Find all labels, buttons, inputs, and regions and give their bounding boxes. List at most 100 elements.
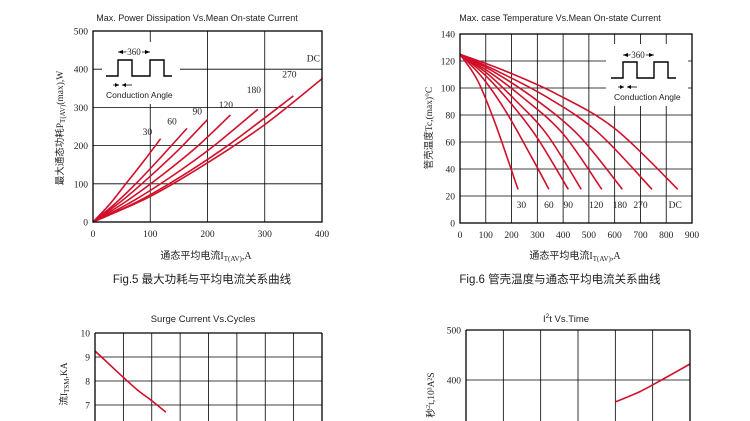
fig6-x-tick-label: 900 xyxy=(685,231,700,241)
fig6-x-tick-label: 400 xyxy=(556,231,571,241)
fig5-series-line-90 xyxy=(92,119,209,223)
fig6-x-tick-label: 100 xyxy=(479,231,494,241)
fig6-series-label: DC xyxy=(669,201,682,211)
fig5-series-label: 60 xyxy=(167,118,177,128)
fig6-x-tick-labels: 0 100 200 300 400 500 600 700 800 900 xyxy=(458,231,700,241)
fig6-y-tick-label: 20 xyxy=(446,193,456,203)
fig6-series-label: 30 xyxy=(517,201,527,211)
fig6-y-tick-label: 60 xyxy=(446,139,456,149)
fig6-title: Max. case Temperature Vs.Mean On-state C… xyxy=(459,13,661,23)
fig6-y-tick-label: 100 xyxy=(441,85,456,95)
i2t-chart: I2t Vs.Time 400 500 秒2t,10³A²S xyxy=(425,313,691,421)
fig5-title: Max. Power Dissipation Vs.Mean On-state … xyxy=(96,13,298,23)
surge-current-chart: Surge Current Vs.Cycles 7 8 9 10 流ITSM,KA xyxy=(58,314,323,421)
fig6-series-line-extra-7 xyxy=(459,53,679,190)
fig5-conduction-angle-inset: 360 Conduction Angle xyxy=(102,42,180,104)
fig6-series-line-90 xyxy=(459,53,569,190)
power-dissipation-chart: Max. Power Dissipation Vs.Mean On-state … xyxy=(54,13,329,286)
fig6-series-label: 60 xyxy=(544,201,554,211)
fig5-y-tick-label: 0 xyxy=(83,219,88,229)
fig5-caption: Fig.5 最大功耗与平均电流关系曲线 xyxy=(113,272,292,286)
fig6-series-label: 120 xyxy=(589,201,604,211)
fig5-x-tick-labels: 0 100 200 300 400 xyxy=(91,230,330,240)
fig6-y-tick-label: 140 xyxy=(441,31,456,41)
fig5-series-label: 120 xyxy=(219,101,234,111)
fig5-x-tick-label: 100 xyxy=(143,230,158,240)
fig5-series-line-180 xyxy=(92,108,259,223)
fig6-x-axis-label: 通态平均电流IT(AV),A xyxy=(529,249,621,263)
fig5-x-tick-label: 400 xyxy=(315,230,330,240)
fig5-x-tick-label: 300 xyxy=(258,230,273,240)
fig6-x-tick-label: 200 xyxy=(504,231,519,241)
fig7-grid xyxy=(95,332,322,421)
fig6-y-tick-label: 80 xyxy=(446,112,456,122)
fig5-series-labels: 30 60 90 120 180 270 DC xyxy=(143,55,320,138)
fig8-title: I2t Vs.Time xyxy=(543,313,589,325)
fig6-x-tick-label: 0 xyxy=(458,231,463,241)
fig5-series-label: 90 xyxy=(192,108,202,118)
fig5-series-label: 30 xyxy=(143,128,153,138)
fig5-series-line-120 xyxy=(92,114,231,223)
fig6-series-label: 270 xyxy=(633,201,648,211)
fig7-curves xyxy=(94,350,167,413)
fig5-y-axis-label: 最大通态功耗PT(AV)(max),W xyxy=(54,71,67,186)
fig6-x-tick-label: 300 xyxy=(530,231,545,241)
fig6-curves xyxy=(459,53,679,190)
fig8-grid xyxy=(466,329,690,421)
fig6-series-label: 180 xyxy=(613,201,628,211)
fig6-inset-caption: Conduction Angle xyxy=(614,92,681,102)
fig5-x-tick-label: 0 xyxy=(91,230,96,240)
fig7-y-axis-label: 流ITSM,KA xyxy=(58,362,71,405)
fig6-x-tick-label: 500 xyxy=(582,231,597,241)
fig5-x-axis-label: 通态平均电流IT(AV),A xyxy=(160,249,252,263)
fig6-y-tick-label: 0 xyxy=(450,220,455,230)
fig6-caption: Fig.6 管壳温度与通态平均电流关系曲线 xyxy=(459,272,661,286)
fig5-x-tick-label: 200 xyxy=(200,230,215,240)
fig5-series-label: 270 xyxy=(282,71,297,81)
fig6-conduction-angle-inset: 360 Conduction Angle xyxy=(606,44,688,106)
case-temperature-chart: Max. case Temperature Vs.Mean On-state C… xyxy=(423,13,699,286)
fig6-y-axis-label: 管壳温度Tc,(max)°C xyxy=(423,87,435,170)
fig6-series-line-dc xyxy=(459,53,653,190)
fig6-x-tick-label: 700 xyxy=(633,231,648,241)
fig5-curves xyxy=(92,78,323,223)
fig5-series-line-30 xyxy=(92,138,162,223)
fig5-y-tick-labels: 0 100 200 300 400 500 xyxy=(74,28,89,229)
fig7-y-tick-labels: 7 8 9 10 xyxy=(81,330,91,412)
fig6-series-line-270 xyxy=(459,53,624,190)
fig6-series-line-120 xyxy=(459,53,582,190)
fig6-y-tick-label: 40 xyxy=(446,166,456,176)
fig5-y-tick-label: 400 xyxy=(74,66,89,76)
fig5-series-line-dc xyxy=(92,78,323,223)
fig6-y-tick-labels: 0 20 40 60 80 100 120 140 xyxy=(441,31,456,230)
fig5-y-tick-label: 200 xyxy=(74,142,89,152)
fig8-y-tick-labels: 400 500 xyxy=(447,327,462,387)
fig7-y-tick-label: 8 xyxy=(85,378,90,388)
fig6-series-labels: 30 60 90 120 180 270 DC xyxy=(517,201,682,211)
fig6-inset-period-label: 360 xyxy=(631,50,645,60)
fig5-series-line-60 xyxy=(92,127,188,223)
fig6-series-line-30 xyxy=(459,53,519,190)
fig5-y-tick-label: 500 xyxy=(74,28,89,38)
fig5-y-tick-label: 100 xyxy=(74,180,89,190)
fig6-x-tick-label: 800 xyxy=(659,231,674,241)
fig7-series-line xyxy=(94,350,167,413)
fig8-series-line xyxy=(614,363,691,403)
fig6-series-line-60 xyxy=(459,53,550,190)
fig7-y-tick-label: 7 xyxy=(85,402,90,412)
fig6-y-tick-label: 120 xyxy=(441,58,456,68)
fig5-inset-period-label: 360 xyxy=(127,47,141,57)
fig7-y-tick-label: 10 xyxy=(81,330,91,340)
fig6-series-label: 90 xyxy=(564,201,574,211)
fig8-curves xyxy=(614,363,691,403)
fig6-plot-frame xyxy=(459,33,693,224)
fig5-plot-frame xyxy=(92,30,323,223)
fig5-y-tick-label: 300 xyxy=(74,104,89,114)
fig8-y-axis-label: 秒2t,10³A²S xyxy=(425,372,437,417)
fig8-y-tick-label: 400 xyxy=(447,377,462,387)
fig7-y-tick-label: 9 xyxy=(85,354,90,364)
fig5-series-label: 180 xyxy=(247,86,262,96)
fig8-y-tick-label: 500 xyxy=(447,327,462,337)
fig6-x-tick-label: 600 xyxy=(608,231,623,241)
